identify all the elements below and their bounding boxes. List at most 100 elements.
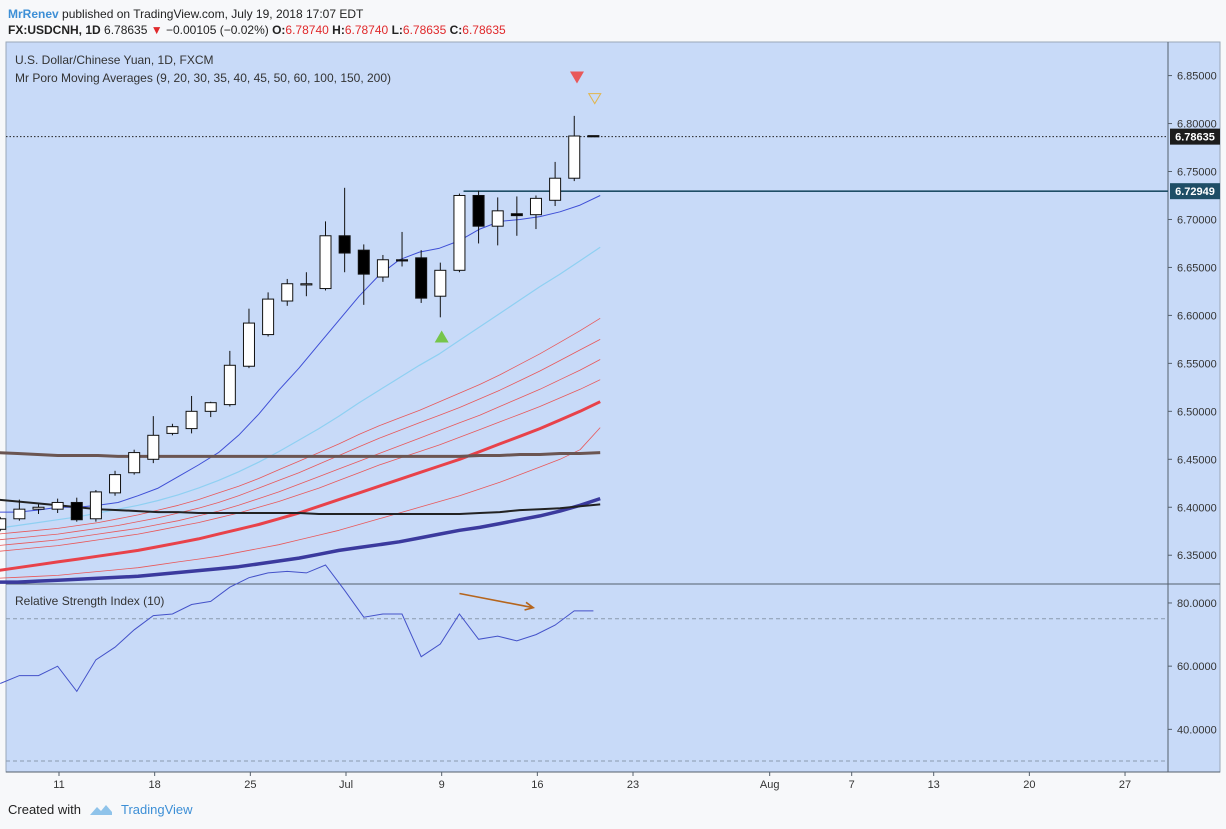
candle-body-up: [185, 410, 198, 430]
tradingview-logo-icon: [89, 804, 112, 815]
candle: [185, 395, 198, 434]
axes: 6.35000 6.40000 6.45000 6.50000 6.55000 6.600…: [53, 71, 1220, 791]
candle-body-up: [262, 298, 275, 336]
time-tick-label: 13: [928, 779, 940, 791]
price-tick-label: 6.75000: [1177, 167, 1217, 179]
candle-body-up: [376, 259, 389, 278]
open-label: O:: [272, 23, 286, 37]
price-tick-label: 6.80000: [1177, 119, 1217, 131]
price-tick-label: 6.40000: [1177, 502, 1217, 514]
footer: Created with TradingView: [8, 802, 193, 817]
ma-line-ma100: [0, 496, 601, 584]
candle: [568, 115, 581, 182]
candle: [300, 272, 313, 297]
candle: [357, 244, 370, 305]
candle: [549, 161, 562, 207]
change-down-icon: ▼: [150, 23, 163, 37]
signals: [434, 71, 602, 343]
divergence-arrow: [459, 592, 534, 609]
candle: [32, 504, 45, 514]
last-price-tag: [1170, 128, 1220, 145]
time-tick-label: 11: [53, 779, 64, 791]
symbol-label: FX:USDCNH, 1D: [8, 23, 101, 37]
candle: [109, 470, 122, 496]
price-tick-label: 6.45000: [1177, 454, 1217, 466]
high-label: H:: [332, 23, 345, 37]
time-tick-label: 7: [849, 779, 855, 791]
divergence-arrow-head-icon: [524, 601, 536, 611]
last-price: 6.78635: [104, 23, 148, 37]
chart-background: [5, 41, 1221, 773]
candle-body-down: [472, 194, 485, 227]
time-tick-label: 16: [531, 779, 543, 791]
last-price-tag-label: 6.78635: [1175, 132, 1215, 144]
tradingview-link[interactable]: TradingView: [120, 802, 193, 817]
candle-body-up: [32, 506, 45, 510]
author-link[interactable]: MrRenev: [8, 7, 59, 21]
high-value: 6.78740: [344, 23, 389, 37]
candle: [204, 401, 217, 418]
candle-body-up: [128, 452, 141, 474]
candle: [415, 250, 428, 303]
time-tick-label: 9: [439, 779, 445, 791]
candle: [510, 196, 523, 236]
candle: [70, 497, 83, 522]
time-tick-label: Jul: [339, 779, 353, 791]
candle: [434, 262, 447, 318]
ma-line-ma60: [0, 427, 601, 579]
candle: [147, 416, 160, 464]
candle: [587, 135, 600, 138]
level-price-tag-label: 6.72949: [1175, 186, 1215, 198]
price-tick-label: 6.55000: [1177, 358, 1217, 370]
close-value: 6.78635: [462, 23, 506, 37]
candle-body-down: [338, 235, 351, 254]
candle-body-up: [491, 210, 504, 227]
low-label: L:: [391, 23, 403, 37]
close-label: C:: [449, 23, 463, 37]
candle-body-down: [510, 213, 523, 217]
candle: [0, 516, 7, 532]
price-tick-label: 6.35000: [1177, 550, 1217, 562]
sell-signal-icon: [569, 71, 584, 84]
rsi-tick-label: 60.0000: [1177, 661, 1217, 673]
candle: [128, 449, 141, 475]
candle-body-up: [109, 474, 122, 494]
candle-body-down: [415, 257, 428, 299]
level-price-tag: [1170, 183, 1220, 200]
time-tick-label: 20: [1023, 779, 1035, 791]
ma-line-ma35: [0, 339, 601, 541]
ma-legend: Mr Poro Moving Averages (9, 20, 30, 35, …: [15, 71, 391, 85]
candle-body-down: [357, 249, 370, 275]
ohlc-line: FX:USDCNH, 1D 6.78635 ▼ −0.00105 (−0.02%…: [8, 22, 506, 38]
rsi-tick-label: 80.0000: [1177, 598, 1217, 610]
rsi-pane: [0, 564, 1168, 762]
candle-body-up: [434, 269, 447, 297]
ma-line-ma200: [0, 451, 601, 458]
rsi-tick-label: 40.0000: [1177, 724, 1217, 736]
candle-body-up: [51, 501, 64, 510]
candle-body-up: [204, 402, 217, 412]
instrument-legend: U.S. Dollar/Chinese Yuan, 1D, FXCM: [15, 53, 214, 67]
candle: [242, 308, 255, 369]
candle-body-down: [70, 501, 83, 521]
candle-body-up: [89, 491, 102, 520]
buy-signal-icon: [434, 330, 449, 343]
candle-body-up: [242, 322, 255, 367]
candle-body-up: [0, 518, 7, 530]
time-tick-label: 25: [244, 779, 256, 791]
candle: [396, 231, 409, 267]
candle-body-up: [568, 135, 581, 179]
candle: [89, 489, 102, 522]
candle-body-down: [587, 135, 600, 138]
price-tick-label: 6.85000: [1177, 71, 1217, 83]
rsi-line: [0, 564, 594, 693]
open-value: 6.78740: [285, 23, 329, 37]
candle: [13, 499, 26, 521]
ma-line-ma45: [0, 379, 601, 552]
candle-body-down: [396, 259, 409, 262]
ma-line-ma40: [0, 359, 601, 546]
time-tick-label: 27: [1119, 779, 1131, 791]
candle: [319, 221, 332, 291]
candle: [51, 498, 64, 514]
